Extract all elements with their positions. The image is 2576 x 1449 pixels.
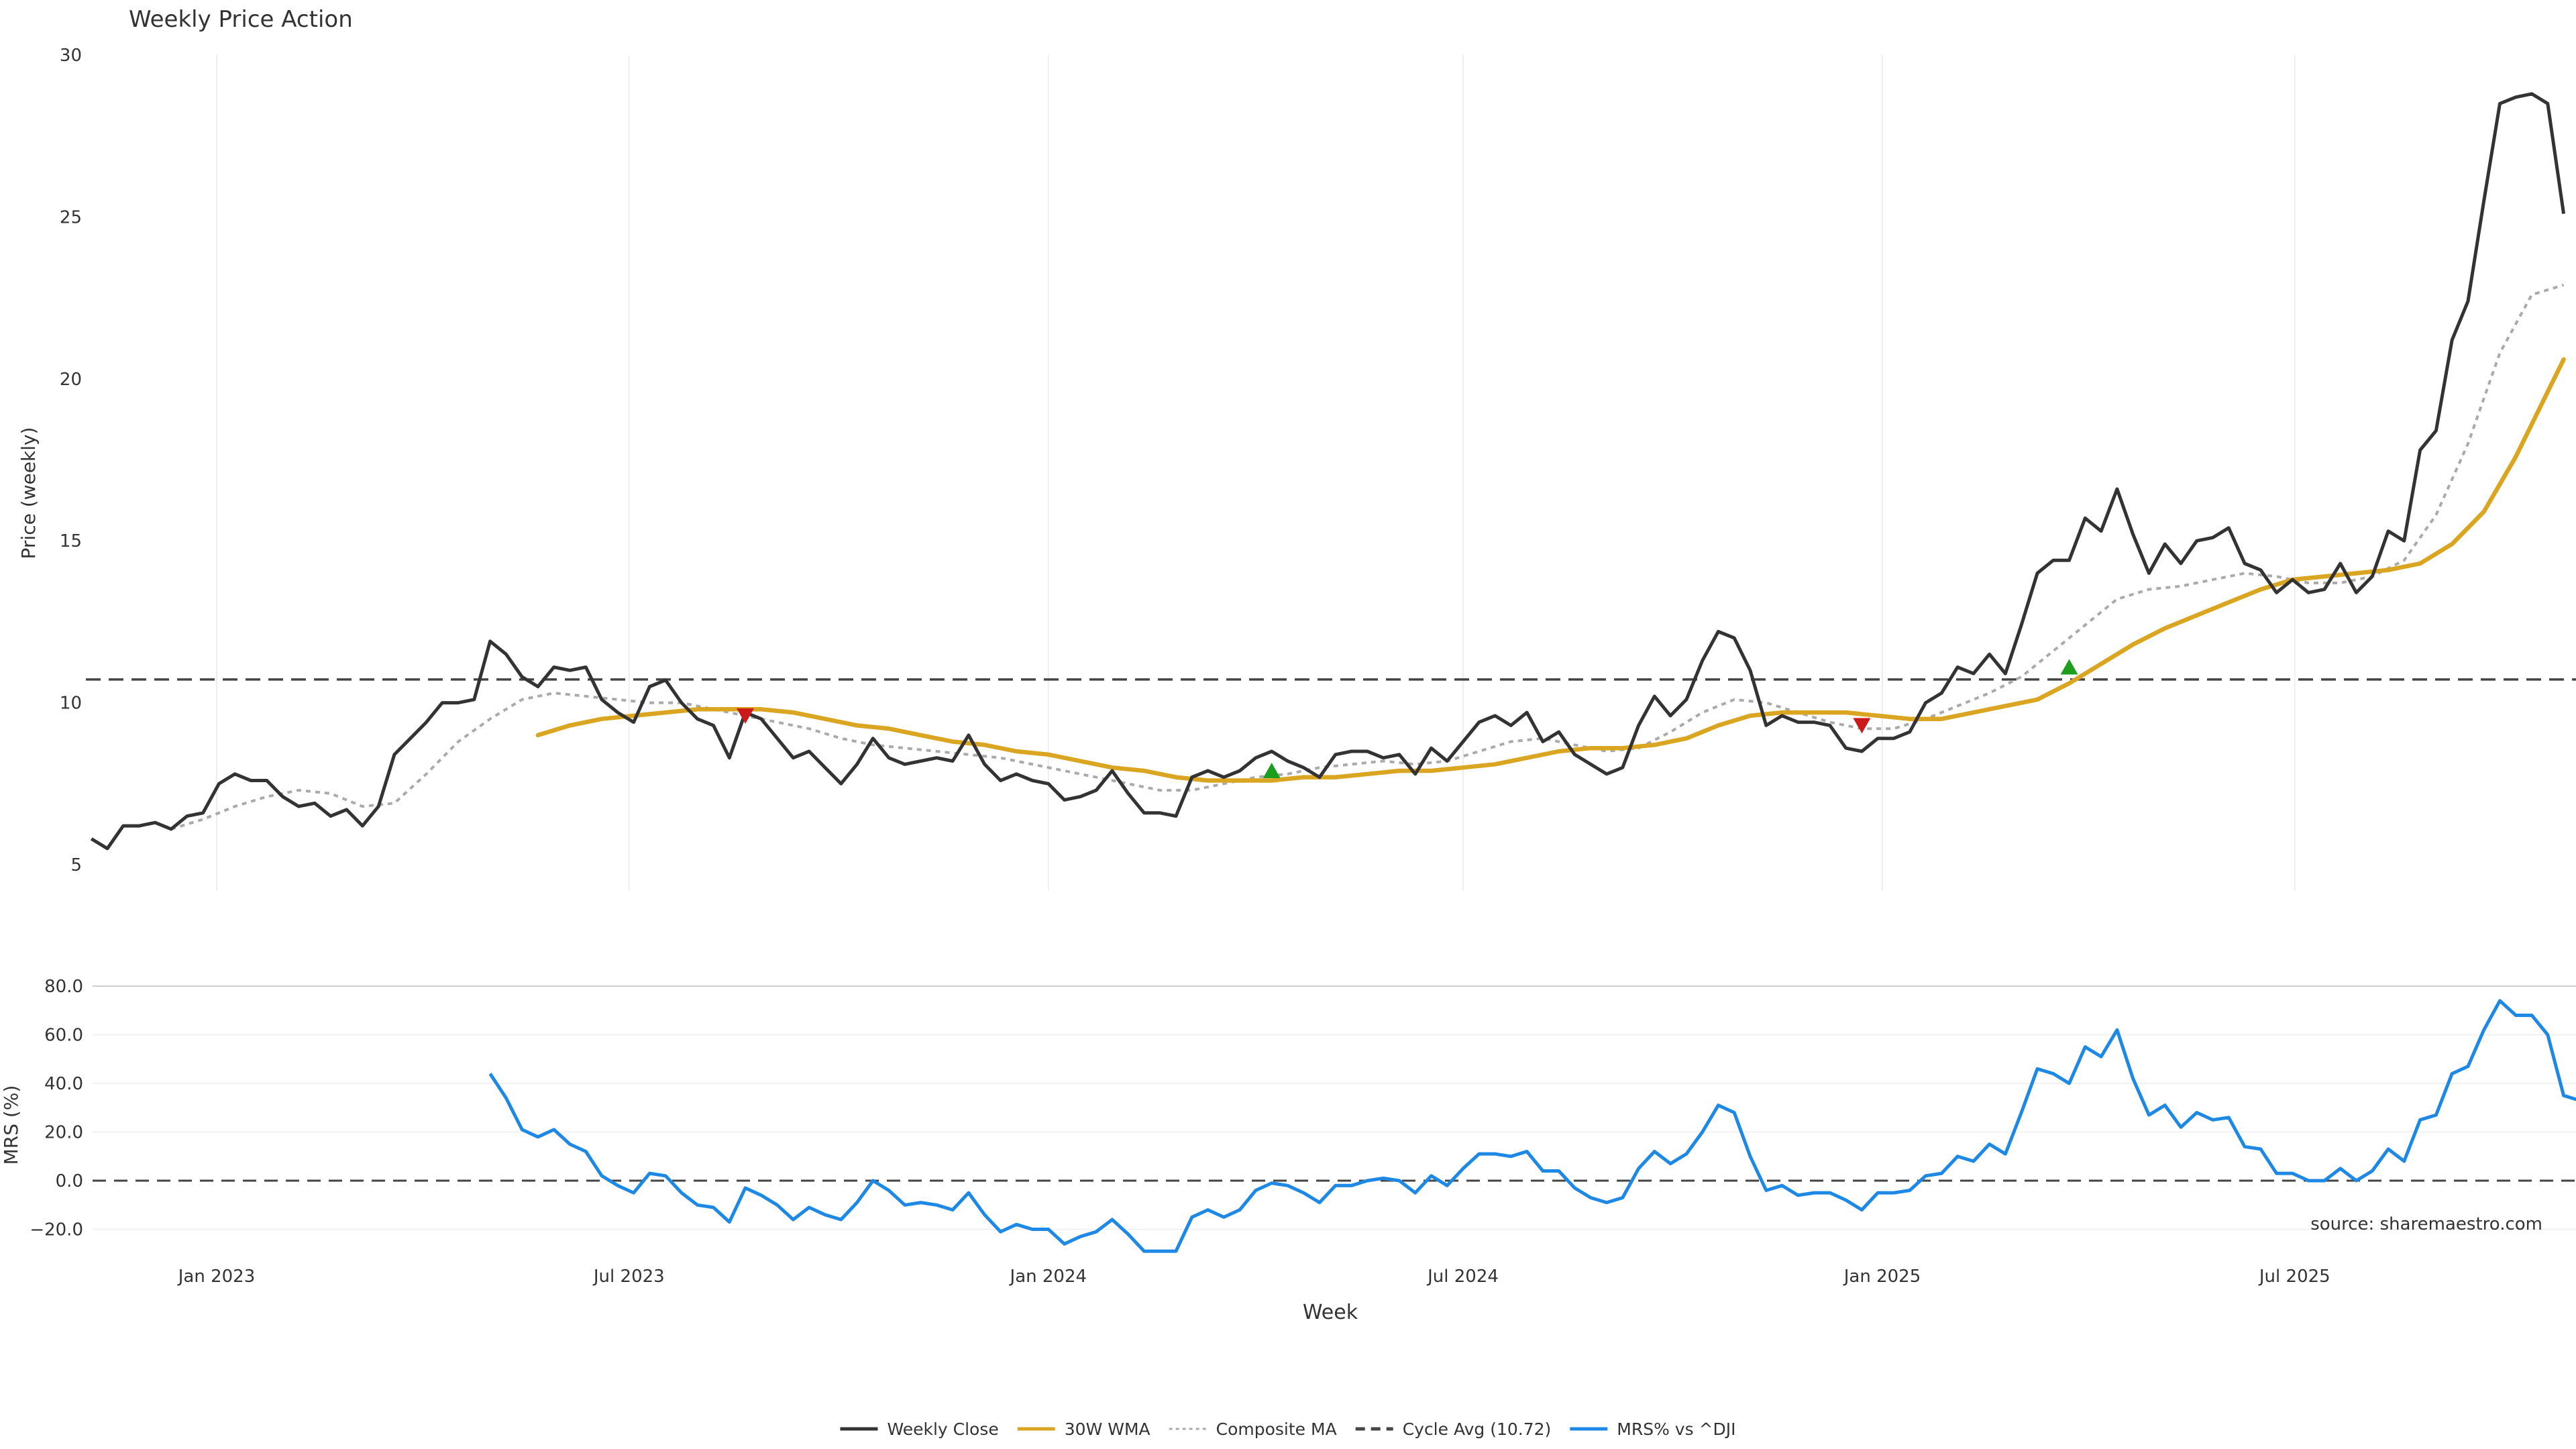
source-note: source: sharemaestro.com — [2310, 1214, 2542, 1234]
x-tick-4: Jan 2025 — [1843, 1267, 1921, 1287]
mrs-y-tick-5: −20.0 — [30, 1220, 83, 1240]
x-tick-3: Jul 2024 — [1426, 1267, 1499, 1287]
x-tick-2: Jan 2024 — [1009, 1267, 1087, 1287]
price-y-ticks: 5 10 15 20 25 30 — [60, 46, 82, 875]
mrs-y-axis-label: MRS (%) — [0, 1085, 22, 1165]
composite-ma-line — [170, 283, 2565, 830]
price-y-tick-0: 5 — [70, 855, 82, 875]
mrs-y-ticks: 80.0 60.0 40.0 20.0 0.0 −20.0 — [30, 977, 83, 1240]
legend-label-4: MRS% vs ^DJI — [1617, 1419, 1735, 1439]
x-axis-label: Week — [1303, 1301, 1358, 1324]
buy-signal-marker-0 — [1263, 762, 1281, 778]
signal-markers — [737, 659, 2078, 778]
price-y-tick-1: 10 — [60, 694, 82, 714]
x-ticks: Jan 2023 Jul 2023 Jan 2024 Jul 2024 Jan 2025… — [177, 1267, 2330, 1287]
buy-signal-marker-1 — [2060, 659, 2078, 675]
chart-title: Weekly Price Action — [129, 6, 353, 33]
mrs-y-tick-3: 20.0 — [44, 1123, 83, 1143]
mrs-line — [488, 999, 2576, 1253]
price-y-tick-4: 25 — [60, 207, 82, 227]
mrs-y-tick-0: 80.0 — [44, 977, 83, 997]
x-tick-0: Jan 2023 — [177, 1267, 256, 1287]
price-y-tick-3: 20 — [60, 370, 82, 390]
wma-30w-line — [535, 357, 2566, 783]
price-y-axis-label: Price (weekly) — [17, 427, 40, 559]
sell-signal-marker-0 — [737, 708, 755, 724]
mrs-y-tick-2: 40.0 — [44, 1074, 83, 1094]
legend-label-3: Cycle Avg (10.72) — [1403, 1419, 1552, 1439]
x-tick-5: Jul 2025 — [2258, 1267, 2330, 1287]
price-grid — [216, 55, 2296, 891]
sell-signal-marker-1 — [1853, 718, 1871, 734]
mrs-grid — [93, 985, 2576, 1230]
price-series — [86, 92, 2576, 851]
mrs-y-tick-1: 60.0 — [44, 1026, 83, 1046]
price-y-tick-2: 15 — [60, 531, 82, 551]
legend-label-2: Composite MA — [1216, 1419, 1337, 1439]
x-tick-1: Jul 2023 — [592, 1267, 665, 1287]
mrs-y-tick-4: 0.0 — [56, 1171, 83, 1191]
weekly-close-line — [90, 92, 2566, 851]
legend-label-0: Weekly Close — [887, 1419, 998, 1439]
mrs-series — [488, 999, 2576, 1253]
legend-label-1: 30W WMA — [1065, 1419, 1150, 1439]
price-y-tick-5: 30 — [60, 46, 82, 66]
legend: Weekly Close 30W WMA Composite MA Cycle Avg… — [840, 1419, 1736, 1439]
